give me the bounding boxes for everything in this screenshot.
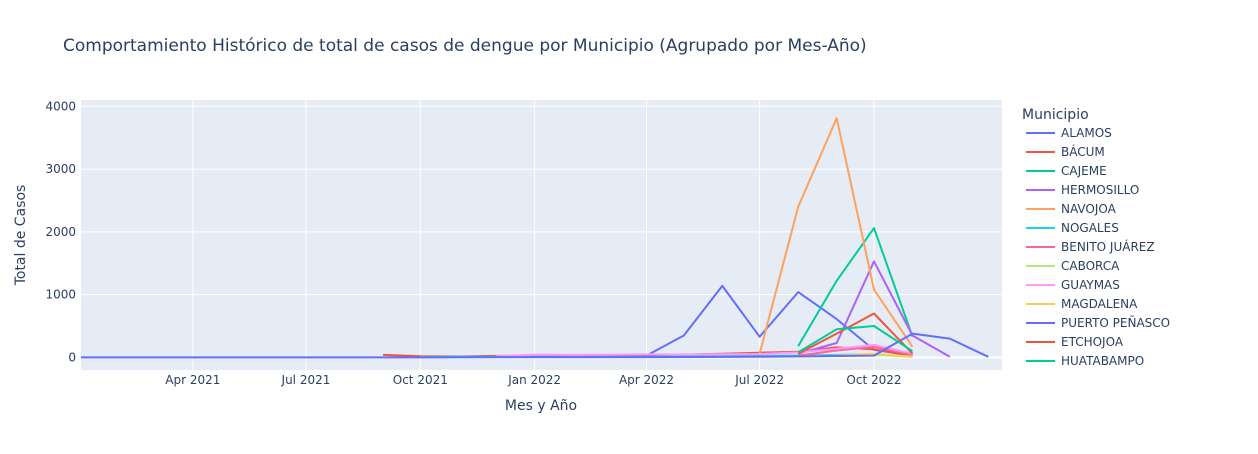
legend-item-alamos[interactable]: ALAMOS: [1026, 126, 1112, 140]
series-line-benito-juarez: [798, 345, 913, 357]
y-axis-ticks: 0 1000 2000 3000 4000: [45, 99, 76, 364]
legend-label: BÁCUM: [1061, 144, 1105, 159]
x-axis-ticks: Apr 2021 Jul 2021 Oct 2021 Jan 2022 Apr 2022…: [165, 373, 901, 387]
legend-items: ALAMOS BÁCUM CAJEME HERMOSILLO NAVOJOA NOGALE…: [1026, 126, 1170, 368]
legend-item-guaymas[interactable]: GUAYMAS: [1026, 278, 1120, 292]
legend-item-benito-juarez[interactable]: BENITO JUÁREZ: [1026, 239, 1155, 254]
series-lines: [81, 117, 989, 359]
series-line-huatabampo: [797, 325, 914, 354]
legend-item-magdalena[interactable]: MAGDALENA: [1026, 297, 1138, 311]
legend-label: HUATABAMPO: [1061, 354, 1144, 368]
x-axis-label: Mes y Año: [505, 398, 577, 414]
plot-background: [81, 100, 1002, 370]
legend-item-etchojoa[interactable]: ETCHOJOA: [1026, 335, 1124, 349]
series-line-hermosillo: [797, 260, 951, 358]
y-tick-label: 2000: [45, 225, 76, 239]
x-tick-label: Jul 2021: [281, 373, 331, 387]
legend-label: HERMOSILLO: [1061, 183, 1139, 197]
series-line-guaymas: [496, 343, 913, 358]
legend-label: GUAYMAS: [1061, 278, 1120, 292]
x-tick-label: Oct 2022: [846, 373, 901, 387]
legend-label: NAVOJOA: [1061, 202, 1117, 216]
legend-item-nogales[interactable]: NOGALES: [1026, 221, 1119, 235]
legend-item-huatabampo[interactable]: HUATABAMPO: [1026, 354, 1144, 368]
x-tick-label: Apr 2021: [165, 373, 220, 387]
legend-label: ETCHOJOA: [1061, 335, 1124, 349]
series-line-puerto-penasco: [81, 332, 989, 359]
legend: Municipio ALAMOS BÁCUM CAJEME HERMOSILLO NAV…: [1022, 107, 1170, 368]
y-tick-label: 3000: [45, 162, 76, 176]
legend-title: Municipio: [1022, 107, 1089, 123]
legend-item-bacum[interactable]: BÁCUM: [1026, 144, 1105, 159]
chart-title: Comportamiento Histórico de total de cas…: [63, 36, 867, 56]
series-line-cajeme: [797, 227, 914, 347]
legend-item-hermosillo[interactable]: HERMOSILLO: [1026, 183, 1139, 197]
legend-label: PUERTO PEÑASCO: [1061, 315, 1170, 330]
x-tick-label: Jul 2022: [734, 373, 784, 387]
legend-label: CAJEME: [1061, 164, 1107, 178]
legend-label: MAGDALENA: [1061, 297, 1138, 311]
y-tick-label: 1000: [45, 288, 76, 302]
legend-label: NOGALES: [1061, 221, 1119, 235]
legend-label: ALAMOS: [1061, 126, 1112, 140]
x-tick-label: Jan 2022: [507, 373, 561, 387]
legend-item-cajeme[interactable]: CAJEME: [1026, 164, 1107, 178]
legend-label: BENITO JUÁREZ: [1061, 239, 1155, 254]
y-tick-label: 0: [68, 350, 76, 364]
y-tick-label: 4000: [45, 99, 76, 113]
legend-item-navojoa[interactable]: NAVOJOA: [1026, 202, 1117, 216]
legend-item-caborca[interactable]: CABORCA: [1026, 259, 1120, 273]
legend-item-puerto-penasco[interactable]: PUERTO PEÑASCO: [1026, 315, 1170, 330]
x-tick-label: Apr 2022: [619, 373, 674, 387]
legend-label: CABORCA: [1061, 259, 1120, 273]
y-axis-label: Total de Casos: [13, 185, 29, 287]
series-line-navojoa: [758, 117, 914, 354]
series-line-etchojoa: [797, 312, 914, 355]
x-tick-label: Oct 2021: [393, 373, 448, 387]
